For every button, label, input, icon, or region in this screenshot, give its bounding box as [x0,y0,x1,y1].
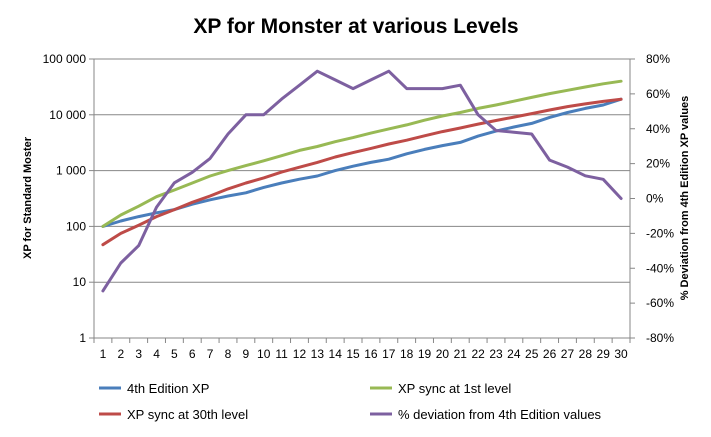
y-axis-title: XP for Standard Moster [22,136,34,259]
series-line-2 [101,97,623,247]
x-tick-label: 23 [489,347,503,361]
right-tick-label: -60% [646,296,674,310]
x-tick-label: 28 [579,347,593,361]
x-tick-label: 26 [543,347,557,361]
right-axis-ticks: -80% -60% -40% -20% 0% 20% 40% 60% 80% [630,52,674,345]
x-tick-label: 14 [329,347,343,361]
right-tick-label: 60% [646,87,670,101]
x-tick-label: 3 [135,347,142,361]
left-tick-label: 100 [66,219,86,233]
x-tick-label: 21 [454,347,468,361]
legend: 4th Edition XP XP sync at 1st level XP syn… [99,381,602,422]
left-tick-label: 100 000 [43,52,87,66]
series-line-1 [101,79,623,228]
left-tick-label: 1 000 [56,164,86,178]
x-tick-label: 15 [346,347,360,361]
x-tick-label: 13 [311,347,325,361]
left-axis-ticks: 1 10 100 1 000 10 000 100 000 [43,52,94,345]
right-tick-label: -40% [646,261,674,275]
right-tick-label: 40% [646,122,670,136]
x-tick-label: 16 [364,347,378,361]
x-tick-label: 1 [100,347,107,361]
left-tick-label: 1 [79,331,86,345]
x-tick-label: 8 [225,347,232,361]
x-tick-label: 24 [507,347,521,361]
legend-label: XP sync at 1st level [398,381,511,396]
chart-title: XP for Monster at various Levels [193,15,518,38]
right-tick-label: -20% [646,226,674,240]
x-tick-label: 17 [382,347,396,361]
x-tick-label: 2 [117,347,124,361]
y2-axis-title: % Deviation from 4th Edition XP values [679,96,691,301]
right-tick-label: 0% [646,192,664,206]
x-tick-label: 6 [189,347,196,361]
x-tick-label: 27 [561,347,575,361]
left-tick-label: 10 [73,275,87,289]
x-tick-label: 29 [597,347,611,361]
x-tick-label: 10 [257,347,271,361]
right-tick-label: 20% [646,157,670,171]
x-tick-label: 20 [436,347,450,361]
x-tick-label: 22 [471,347,485,361]
x-tick-label: 12 [293,347,307,361]
x-tick-label: 7 [207,347,214,361]
series-lines [101,69,623,293]
x-tick-label: 9 [243,347,250,361]
x-tick-label: 19 [418,347,432,361]
x-tick-label: 25 [525,347,539,361]
x-tick-label: 4 [153,347,160,361]
x-axis-ticks: 1 2 3 4 5 6 7 8 9 10 11 12 13 14 15 16 17 18 19 20 21 22 23 24 2… [93,338,631,361]
x-tick-label: 18 [400,347,414,361]
series-line-3 [101,69,623,293]
x-tick-label: 30 [614,347,628,361]
x-tick-label: 5 [171,347,178,361]
x-tick-label: 11 [275,347,288,361]
left-tick-label: 10 000 [49,108,86,122]
legend-label: % deviation from 4th Edition values [398,407,602,422]
right-tick-label: 80% [646,52,670,66]
legend-label: XP sync at 30th level [127,407,248,422]
legend-label: 4th Edition XP [127,381,209,396]
right-tick-label: -80% [646,331,674,345]
